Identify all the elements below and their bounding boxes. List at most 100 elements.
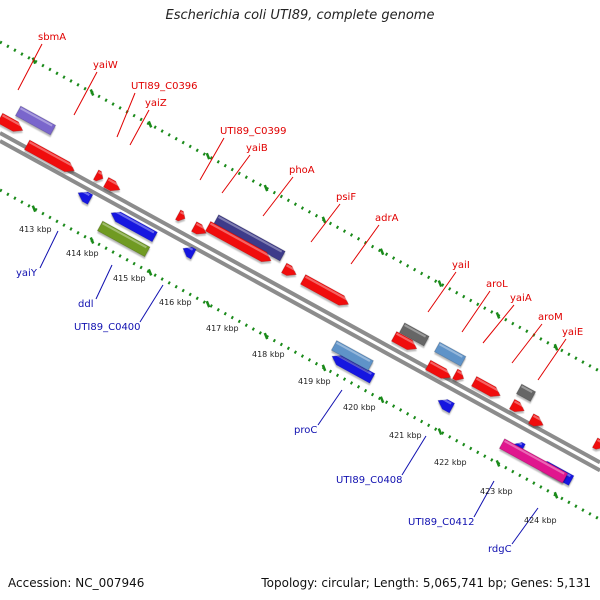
leader-yaiz bbox=[129, 109, 150, 146]
gene-feature-17 bbox=[390, 331, 418, 351]
major-tick-inner bbox=[147, 268, 153, 276]
leader-uti89-c0408 bbox=[401, 435, 427, 476]
gene-feature-4 bbox=[102, 176, 121, 192]
gene-label-yaia: yaiA bbox=[510, 293, 532, 304]
tick-row-inner bbox=[0, 188, 600, 521]
leader-yaib bbox=[221, 154, 251, 194]
topology-text: Topology: circular; Length: 5,065,741 bp… bbox=[261, 576, 591, 590]
backbone bbox=[0, 131, 600, 473]
major-tick-outer bbox=[321, 216, 327, 224]
major-tick-outer bbox=[553, 343, 559, 351]
major-tick-outer bbox=[263, 184, 269, 192]
gene-feature-14 bbox=[182, 245, 197, 260]
major-tick-inner bbox=[263, 332, 269, 340]
gene-feature-12 bbox=[280, 262, 297, 276]
major-tick-inner bbox=[553, 491, 559, 499]
leader-yaia bbox=[482, 304, 515, 344]
gene-feature-8 bbox=[174, 209, 186, 222]
gene-label-yaib: yaiB bbox=[246, 143, 268, 154]
gene-feature-6 bbox=[110, 209, 158, 243]
kbp-label-418-kbp: 418 kbp bbox=[252, 350, 285, 359]
gene-feature-3 bbox=[92, 169, 104, 182]
gene-label-uti89-c0396: UTI89_C0396 bbox=[131, 81, 198, 92]
gene-feature-16 bbox=[398, 322, 430, 347]
kbp-label-417-kbp: 417 kbp bbox=[206, 324, 239, 333]
gene-label-yaiw: yaiW bbox=[93, 60, 118, 71]
gene-feature-20 bbox=[451, 368, 465, 381]
gene-label-adra: adrA bbox=[375, 213, 399, 224]
leader-phoa bbox=[262, 176, 294, 217]
leader-uti89-c0396 bbox=[116, 92, 136, 138]
leader-yaiy bbox=[39, 230, 59, 269]
leader-yaii bbox=[427, 271, 457, 313]
major-tick-inner bbox=[205, 300, 211, 308]
kbp-label-420-kbp: 420 kbp bbox=[343, 403, 376, 412]
gene-label-ddl: ddl bbox=[78, 299, 93, 310]
leader-ddl bbox=[95, 264, 113, 300]
gene-label-psif: psiF bbox=[336, 192, 356, 203]
gene-label-yaii: yaiI bbox=[452, 260, 470, 271]
gene-label-arol: aroL bbox=[486, 279, 508, 290]
gene-label-yaie: yaiE bbox=[562, 327, 583, 338]
accession-text: Accession: NC_007946 bbox=[8, 576, 145, 590]
leader-uti89-c0399 bbox=[199, 137, 225, 181]
leader-arom bbox=[511, 323, 543, 364]
gene-feature-11 bbox=[204, 220, 272, 263]
backbone-line-a bbox=[0, 131, 600, 465]
gene-feature-15 bbox=[331, 352, 376, 384]
gene-feature-1 bbox=[0, 112, 24, 132]
gene-label-rdgc: rdgC bbox=[488, 544, 512, 555]
gene-feature-23 bbox=[515, 383, 537, 402]
leader-sbma bbox=[17, 43, 43, 91]
gene-feature-29 bbox=[498, 438, 569, 484]
kbp-label-421-kbp: 421 kbp bbox=[389, 431, 422, 440]
major-tick-outer bbox=[89, 89, 95, 96]
kbp-label-422-kbp: 422 kbp bbox=[434, 458, 467, 467]
major-tick-outer bbox=[147, 120, 153, 128]
gene-feature-13 bbox=[299, 274, 350, 306]
major-tick-inner bbox=[89, 237, 95, 244]
gene-feature-22 bbox=[508, 398, 525, 413]
major-tick-outer bbox=[495, 311, 501, 319]
gene-feature-9 bbox=[190, 221, 207, 235]
kbp-label-424-kbp: 424 kbp bbox=[524, 516, 557, 525]
major-tick-inner bbox=[495, 459, 501, 467]
kbp-label-419-kbp: 419 kbp bbox=[298, 377, 331, 386]
gene-feature-0 bbox=[14, 105, 57, 136]
gene-feature-25 bbox=[330, 340, 374, 371]
gene-feature-21 bbox=[470, 375, 501, 397]
kbp-label-423-kbp: 423 kbp bbox=[480, 487, 513, 496]
kbp-label-414-kbp: 414 kbp bbox=[66, 249, 99, 258]
gene-feature-18 bbox=[433, 341, 467, 367]
gene-label-uti89-c0400: UTI89_C0400 bbox=[74, 322, 141, 333]
gene-label-proc: proC bbox=[294, 425, 317, 436]
kbp-label-413-kbp: 413 kbp bbox=[19, 225, 52, 234]
major-tick-outer bbox=[379, 248, 385, 256]
leader-adra bbox=[350, 224, 380, 265]
backbone-line-b bbox=[0, 139, 600, 473]
leader-arol bbox=[461, 290, 491, 333]
leader-proc bbox=[317, 389, 343, 426]
gene-labels: sbmA yaiW UTI89_C0396 yaiZ UTI89_C0399 yaiB ph… bbox=[16, 32, 583, 555]
gene-label-yaiy: yaiY bbox=[16, 268, 38, 279]
map-title: Escherichia coli UTI89, complete genome bbox=[165, 8, 435, 23]
tick-marks bbox=[0, 40, 600, 521]
major-tick-outer bbox=[31, 57, 37, 65]
gene-feature-19 bbox=[424, 359, 452, 379]
gene-feature-24 bbox=[527, 413, 544, 427]
major-tick-outer bbox=[205, 152, 211, 160]
kbp-label-416-kbp: 416 kbp bbox=[159, 298, 192, 307]
leader-rdgc bbox=[511, 507, 539, 545]
major-tick-inner bbox=[379, 396, 385, 404]
leader-uti89-c0412 bbox=[473, 480, 495, 518]
major-tick-inner bbox=[437, 428, 443, 436]
major-tick-outer bbox=[437, 280, 443, 288]
gene-label-uti89-c0399: UTI89_C0399 bbox=[220, 126, 287, 137]
major-tick-inner bbox=[321, 364, 327, 372]
leader-yaie bbox=[537, 338, 567, 381]
leader-yaiw bbox=[73, 71, 98, 116]
gene-label-yaiz: yaiZ bbox=[145, 98, 167, 109]
gene-features bbox=[0, 105, 600, 486]
gene-label-arom: aroM bbox=[538, 312, 563, 323]
